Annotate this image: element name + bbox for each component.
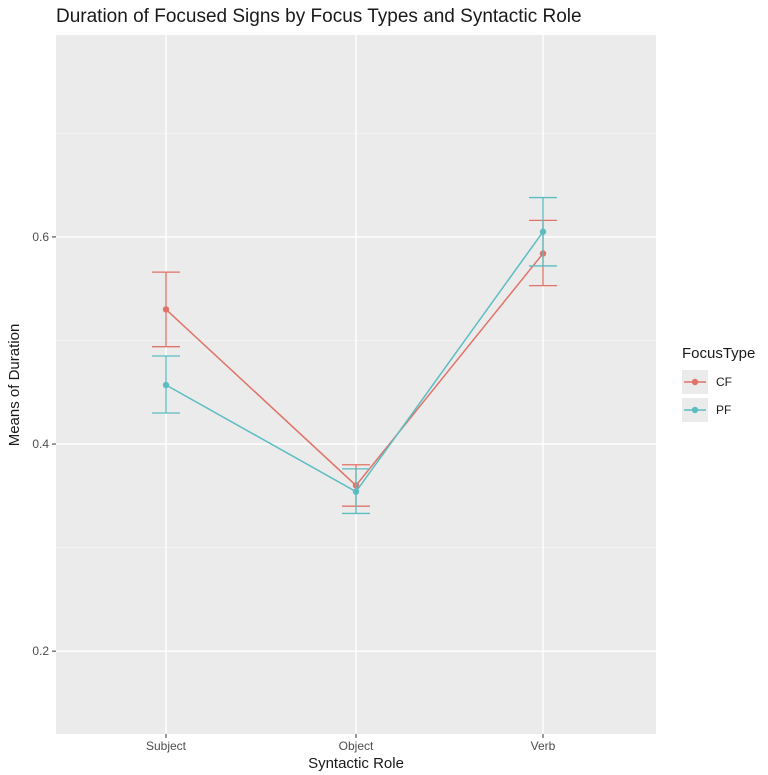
x-axis: Subject Object Verb (146, 734, 556, 753)
y-axis-title: Means of Duration (6, 324, 23, 447)
legend-key-point (691, 378, 699, 386)
y-axis: 0.2 0.4 0.6 (32, 230, 56, 658)
legend: FocusType CF PF (682, 345, 755, 422)
data-point (162, 306, 170, 313)
chart-title: Duration of Focused Signs by Focus Types… (56, 6, 582, 27)
legend-key-point (691, 406, 699, 414)
series-pf (152, 196, 557, 515)
major-gridlines (56, 35, 656, 734)
legend-label: PF (716, 403, 731, 417)
y-tick-label: 0.2 (32, 644, 49, 658)
x-tick-label: Verb (531, 739, 556, 753)
legend-item-pf: PF (682, 398, 731, 422)
series-layer (152, 196, 557, 515)
y-tick-label: 0.4 (32, 437, 49, 451)
legend-label: CF (716, 375, 732, 389)
data-point (162, 381, 170, 389)
x-tick-label: Subject (146, 739, 187, 753)
y-tick-label: 0.6 (32, 230, 49, 244)
data-point (539, 228, 547, 235)
legend-title: FocusType (682, 345, 755, 362)
x-axis-title: Syntactic Role (308, 755, 404, 772)
legend-items: CF PF (682, 370, 732, 422)
x-tick-label: Object (339, 739, 374, 753)
legend-item-cf: CF (682, 370, 732, 394)
data-point (352, 488, 360, 495)
